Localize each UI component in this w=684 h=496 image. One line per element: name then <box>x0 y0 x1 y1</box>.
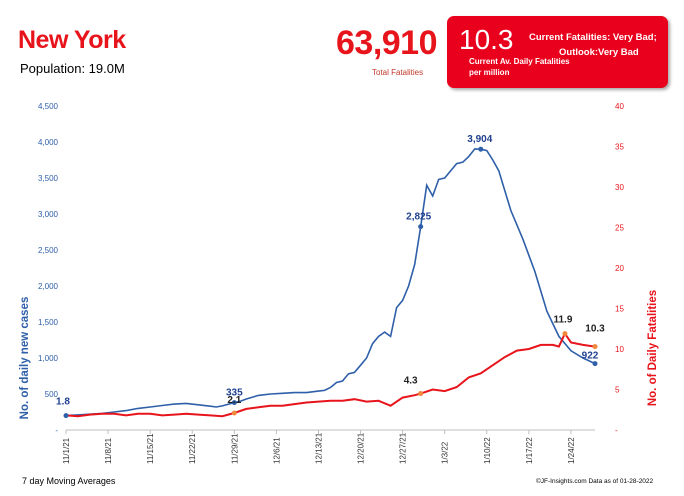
x-tick-label: 12/6/21 <box>272 437 281 464</box>
fatalities-data-label: 2.1 <box>227 395 241 406</box>
fatalities-data-label: 11.9 <box>553 315 572 326</box>
x-tick-label: 1/24/22 <box>567 437 576 464</box>
y-right-tick-label: 25 <box>615 224 624 233</box>
x-tick-label: 12/13/21 <box>314 432 323 464</box>
y-right-tick-label: 15 <box>615 305 624 314</box>
y-left-tick-label: 500 <box>45 390 59 399</box>
y-left-tick-label: 3,000 <box>38 210 59 219</box>
fatalities-line <box>65 331 596 418</box>
footer-note: 7 day Moving Averages <box>22 476 116 486</box>
x-tick-label: 11/15/21 <box>146 433 155 464</box>
y-right-tick-label: 5 <box>615 386 620 395</box>
cases-data-label: 922 <box>582 351 599 362</box>
page-title: New York <box>18 26 126 54</box>
fatalities-data-label: 10.3 <box>585 324 605 335</box>
fatalities-point-marker <box>231 410 237 416</box>
y-right-tick-label: 30 <box>615 183 624 192</box>
x-tick-label: 11/1/21 <box>62 437 71 464</box>
cases-line <box>65 148 596 417</box>
population-label: Population: 19.0M <box>20 61 125 76</box>
total-fatalities-value: 63,910 <box>336 24 438 62</box>
fatality-rate-label: Current Av. Daily Fatalities per million <box>469 57 570 77</box>
y-left-tick-label: 2,000 <box>38 282 59 291</box>
y-right-tick-label: 20 <box>615 264 624 273</box>
x-tick-label: 12/27/21 <box>399 432 408 464</box>
status-box: 10.3 Current Av. Daily Fatalities per mi… <box>447 16 668 88</box>
cases-point-marker <box>418 224 424 230</box>
cases-point-marker <box>478 146 484 152</box>
cases-data-label: 3,904 <box>467 134 492 145</box>
total-fatalities-label: Total Fatalities <box>372 68 424 77</box>
status-line-current: Current Fatalities: Very Bad; <box>529 32 657 43</box>
y-left-tick-label: 3,500 <box>38 174 59 183</box>
footer-credit: ©JF-Insights.com Data as of 01-28-2022 <box>536 478 654 485</box>
y-left-tick-label: 4,500 <box>38 102 59 111</box>
status-line-outlook: Outlook:Very Bad <box>559 47 639 58</box>
y-right-tick-label: 10 <box>615 345 624 354</box>
cases-data-label: 2,825 <box>406 212 431 223</box>
fatalities-point-marker <box>562 331 568 337</box>
cases-point-marker <box>63 413 69 419</box>
x-tick-label: 11/22/21 <box>188 433 197 464</box>
cases-point-marker <box>231 400 237 406</box>
y-left-tick-label: - <box>55 426 58 435</box>
fatalities-point-marker <box>418 391 424 397</box>
x-tick-label: 1/3/22 <box>441 441 450 464</box>
y-left-tick-label: 2,500 <box>38 246 59 255</box>
y-right-tick-label: 35 <box>615 143 624 152</box>
x-tick-label: 1/17/22 <box>525 437 534 464</box>
x-tick-label: 11/8/21 <box>104 437 113 464</box>
y-left-tick-label: 4,000 <box>38 138 59 147</box>
y-right-axis-title: No. of Daily Fatalities <box>647 290 659 406</box>
y-left-axis-title: No. of daily new cases <box>19 297 31 420</box>
y-left-tick-label: 1,000 <box>38 354 59 363</box>
cases-point-marker <box>592 361 598 367</box>
y-left-tick-label: 1,500 <box>38 318 59 327</box>
cases-data-label: 1.8 <box>56 397 70 408</box>
y-right-tick-label: 40 <box>615 102 624 111</box>
fatality-rate-value: 10.3 <box>459 24 514 55</box>
fatalities-data-label: 4.3 <box>404 376 418 387</box>
fatalities-point-marker <box>592 344 598 350</box>
x-tick-label: 12/20/21 <box>357 432 366 464</box>
x-tick-label: 11/29/21 <box>230 433 239 464</box>
cases-data-label: 335 <box>226 388 243 399</box>
y-right-tick-label: - <box>615 426 618 435</box>
x-tick-label: 1/10/22 <box>483 437 492 464</box>
